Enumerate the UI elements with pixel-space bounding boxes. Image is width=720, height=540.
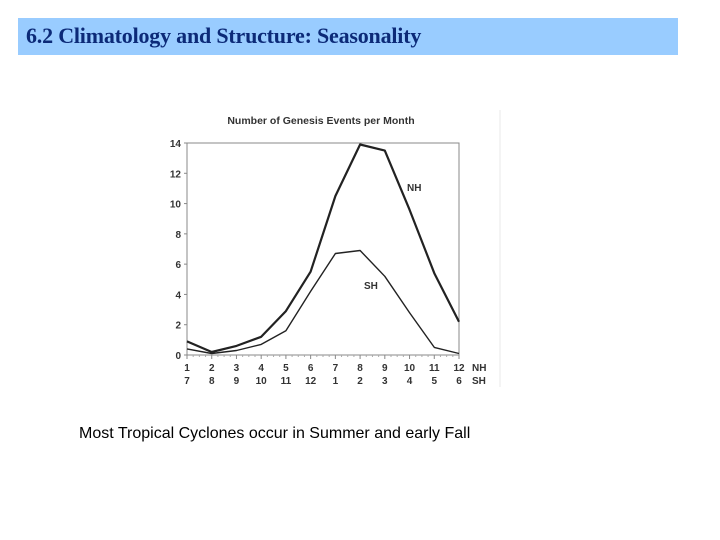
x-axis-row-label-sh: SH — [472, 376, 486, 387]
x-tick-label-nh: 3 — [234, 363, 240, 374]
x-tick-label-sh: 7 — [184, 376, 190, 387]
x-tick-label-nh: 4 — [258, 363, 264, 374]
x-tick-label-nh: 8 — [357, 363, 363, 374]
plot-frame — [186, 142, 460, 356]
x-tick-label-sh: 12 — [305, 376, 317, 387]
y-tick-label: 14 — [170, 139, 182, 150]
x-tick-label-nh: 9 — [382, 363, 388, 374]
y-tick-label: 4 — [175, 290, 181, 301]
y-tick-label: 12 — [170, 169, 182, 180]
sh-series-line — [186, 249, 460, 355]
x-tick-label-nh: 7 — [333, 363, 339, 374]
y-tick-label: 10 — [170, 200, 182, 211]
x-axis: 1 7 2 8 3 9 4 10 5 11 6 12 7 1 8 2 9 3 10 4 11 5 12 6 NH SH — [184, 355, 486, 387]
x-tick-label-nh: 1 — [184, 363, 190, 374]
x-tick-label-sh: 4 — [407, 376, 413, 387]
slide-title: 6.2 Climatology and Structure: Seasonali… — [26, 23, 422, 48]
y-tick-label: 8 — [175, 230, 181, 241]
chart-title: Number of Genesis Events per Month — [227, 115, 414, 127]
x-tick-label-nh: 5 — [283, 363, 289, 374]
nh-series-label: NH — [407, 183, 421, 194]
x-tick-label-nh: 10 — [404, 363, 416, 374]
y-axis: 0 2 4 6 8 10 12 14 — [170, 139, 187, 362]
x-tick-label-nh: 2 — [209, 363, 215, 374]
x-tick-label-sh: 3 — [382, 376, 388, 387]
x-tick-label-sh: 9 — [234, 376, 240, 387]
x-tick-label-nh: 12 — [453, 363, 465, 374]
slide-title-bar: 6.2 Climatology and Structure: Seasonali… — [18, 18, 678, 55]
y-tick-label: 2 — [175, 321, 181, 332]
nh-series-line — [186, 143, 460, 354]
x-axis-row-label-nh: NH — [472, 363, 486, 374]
x-tick-label-sh: 5 — [431, 376, 437, 387]
genesis-chart: Number of Genesis Events per Month 0 2 4 6 8… — [160, 105, 505, 390]
x-tick-label-nh: 6 — [308, 363, 314, 374]
sh-series-label: SH — [364, 281, 378, 292]
y-tick-label: 0 — [175, 351, 181, 362]
x-tick-label-sh: 8 — [209, 376, 215, 387]
x-tick-label-sh: 1 — [333, 376, 339, 387]
x-tick-label-sh: 11 — [281, 376, 292, 387]
x-tick-label-sh: 6 — [456, 376, 462, 387]
x-tick-label-sh: 10 — [256, 376, 268, 387]
x-tick-label-sh: 2 — [357, 376, 363, 387]
y-tick-label: 6 — [175, 260, 181, 271]
x-tick-label-nh: 11 — [429, 363, 440, 374]
slide-caption: Most Tropical Cyclones occur in Summer a… — [79, 425, 471, 442]
